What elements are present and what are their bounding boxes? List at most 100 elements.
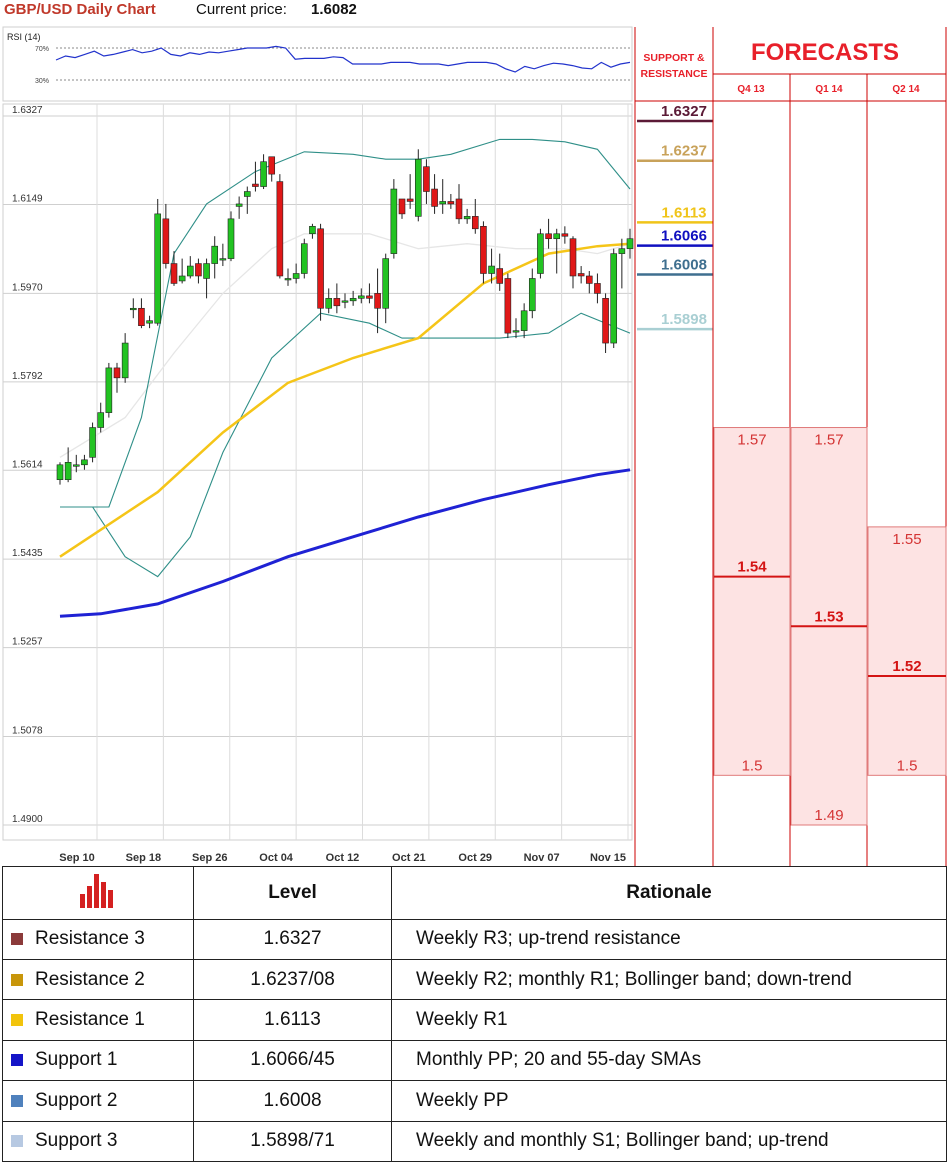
sr-level-label: 1.6113 xyxy=(661,204,706,221)
levels-table-header: Level Rationale xyxy=(2,866,947,920)
level-color-swatch xyxy=(11,1135,23,1148)
candle-down xyxy=(455,198,463,220)
candle-down xyxy=(496,268,504,284)
level-name: Support 2 xyxy=(35,1089,118,1111)
forecasts-title: FORECASTS xyxy=(751,39,899,66)
candle-up xyxy=(81,459,88,466)
candle-down xyxy=(170,263,178,284)
forecast-high-label: 1.57 xyxy=(814,432,843,449)
bollinger-middle-line xyxy=(59,233,631,458)
candle-up xyxy=(146,320,153,324)
level-value: 1.6237/08 xyxy=(193,958,392,1001)
rsi-panel-frame xyxy=(2,26,633,102)
table-row: Support 3 1.5898/71 Weekly and monthly S1;… xyxy=(2,1120,947,1163)
forecast-range-box xyxy=(867,526,947,776)
x-tick-label: Oct 29 xyxy=(458,852,492,864)
level-rationale: Weekly R2; monthly R1; Bollinger band; d… xyxy=(391,958,947,1001)
levels-table-body: Resistance 3 1.6327 Weekly R3; up-trend re… xyxy=(2,918,947,1163)
forecast-low-label: 1.49 xyxy=(814,807,843,824)
candle-up xyxy=(211,245,219,264)
rsi-panel: RSI (14) 70% 30% xyxy=(2,26,633,102)
forecast-low-label: 1.5 xyxy=(742,757,763,774)
forecast-panel: FORECASTS Q4 13 Q1 14 Q2 14 1.571.541.51… xyxy=(712,27,947,866)
forecast-range-box xyxy=(713,427,791,776)
candle-up xyxy=(626,238,634,249)
level-value: 1.6327 xyxy=(193,918,392,960)
candle-down xyxy=(431,188,438,207)
sr-level-markers: 1.6327 1.6237 1.6113 1.6066 1.6008 1.5898 xyxy=(637,103,713,331)
level-color-swatch xyxy=(11,1054,23,1067)
x-tick-label: Oct 21 xyxy=(392,852,426,864)
level-value: 1.6008 xyxy=(193,1080,392,1122)
level-rationale: Monthly PP; 20 and 55-day SMAs xyxy=(391,1039,947,1082)
candle-down xyxy=(602,298,609,344)
level-name: Support 1 xyxy=(35,1049,118,1071)
candle-down xyxy=(569,238,577,277)
x-tick-label: Sep 26 xyxy=(192,852,227,864)
sr-level-label: 1.6327 xyxy=(661,103,707,120)
x-axis-labels: Sep 10 Sep 18 Sep 26 Oct 04 Oct 12 Oct 21 Oct … xyxy=(59,852,626,864)
candle-up xyxy=(64,462,72,480)
candle-up xyxy=(243,191,251,197)
candle-up xyxy=(618,248,626,254)
level-name-cell: Support 3 xyxy=(2,1120,194,1163)
price-panel-frame xyxy=(2,103,633,841)
candle-down xyxy=(333,298,341,307)
candle-down xyxy=(423,166,430,192)
candle-up xyxy=(341,300,349,303)
y-tick-label: 1.4900 xyxy=(12,814,43,825)
quarter-label-q1-14: Q1 14 xyxy=(815,84,843,95)
candle-down xyxy=(504,278,512,334)
levels-table: Level Rationale Resistance 3 1.6327 Weekly… xyxy=(2,866,947,1163)
level-name-cell: Support 2 xyxy=(2,1080,194,1122)
bollinger-upper-line xyxy=(60,138,631,508)
candle-up xyxy=(89,427,96,458)
candle-up xyxy=(357,295,365,299)
candle-down xyxy=(561,233,569,237)
forecast-ranges: 1.57 1.54 1.5 1.57 1.53 1.49 1.55 1.52 1.5 xyxy=(713,427,947,826)
level-name-cell: Resistance 2 xyxy=(2,958,194,1001)
sr-level-label: 1.6066 xyxy=(661,228,707,245)
candle-up xyxy=(227,218,235,259)
candlesticks xyxy=(56,149,634,485)
current-price-label: Current price: xyxy=(196,1,287,18)
y-axis-labels: 1.6327 1.6149 1.5970 1.5792 1.5614 1.5435 1.52… xyxy=(12,105,43,825)
sr-level-label: 1.6008 xyxy=(661,256,707,273)
forecast-mid-label: 1.53 xyxy=(814,608,843,625)
table-row: Resistance 2 1.6237/08 Weekly R2; monthly … xyxy=(2,958,947,1001)
y-tick-label: 1.5970 xyxy=(12,282,43,293)
table-row: Support 2 1.6008 Weekly PP xyxy=(2,1080,947,1122)
level-rationale: Weekly R1 xyxy=(391,999,947,1041)
level-value: 1.6066/45 xyxy=(193,1039,392,1082)
level-name: Support 3 xyxy=(35,1130,118,1152)
x-tick-label: Oct 12 xyxy=(326,852,360,864)
candle-up xyxy=(528,278,536,312)
candle-up xyxy=(414,158,422,217)
candle-up xyxy=(219,258,227,261)
rsi-70-label: 70% xyxy=(35,46,49,53)
candle-up xyxy=(292,273,300,279)
candle-up xyxy=(178,275,186,282)
candle-down xyxy=(545,233,552,240)
candle-up xyxy=(537,233,544,274)
candle-up xyxy=(154,213,162,324)
candle-down xyxy=(374,293,381,309)
candle-down xyxy=(594,283,601,294)
sma-200-line xyxy=(59,468,631,618)
table-row: Support 1 1.6066/45 Monthly PP; 20 and 55-… xyxy=(2,1039,947,1082)
y-tick-label: 1.6327 xyxy=(12,105,43,116)
rsi-label: RSI (14) xyxy=(7,32,41,42)
candle-up xyxy=(390,188,398,254)
level-color-swatch xyxy=(11,973,23,986)
level-name-cell: Resistance 1 xyxy=(2,999,194,1041)
support-resistance-panel: SUPPORT & RESISTANCE 1.63271.62371.61131… xyxy=(634,27,946,866)
forecast-mid-label: 1.54 xyxy=(737,559,767,576)
quarter-label-q2-14: Q2 14 xyxy=(892,84,920,95)
forecast-high-label: 1.57 xyxy=(737,432,766,449)
candle-down xyxy=(252,183,259,187)
candle-down xyxy=(113,367,121,379)
candle-down xyxy=(480,225,487,274)
chart-area: RSI (14) 70% 30% 1.6327 1.6149 1.5970 1.579… xyxy=(2,26,947,866)
level-name: Resistance 2 xyxy=(35,968,145,990)
chart-header: GBP/USD Daily Chart Current price: 1.608… xyxy=(0,0,634,24)
